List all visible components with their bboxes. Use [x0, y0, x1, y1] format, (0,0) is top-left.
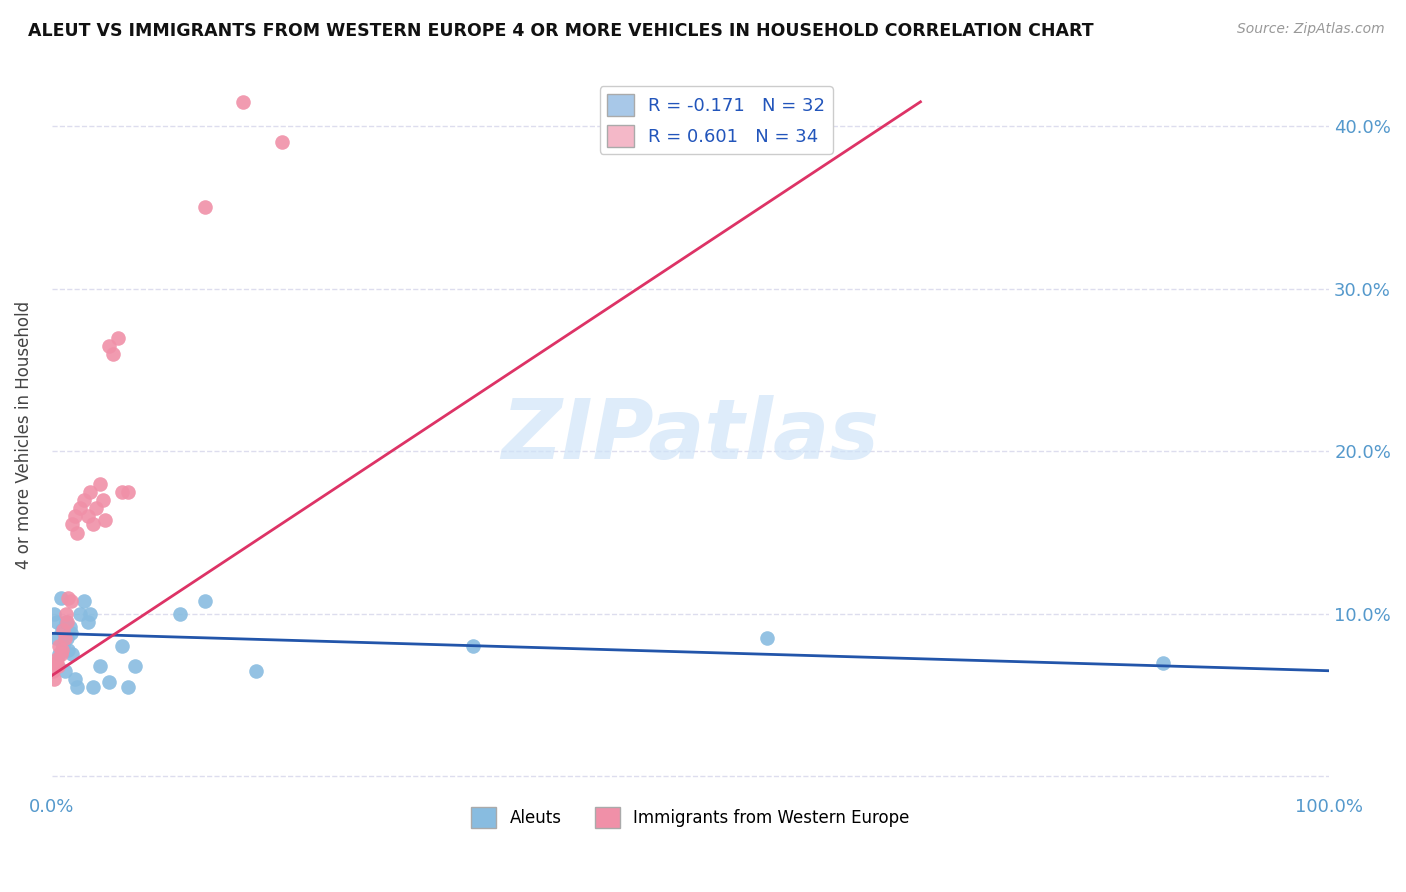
- Point: [756, 632, 779, 646]
- Point: [463, 640, 485, 654]
- Point: [63, 672, 86, 686]
- Point: [48, 640, 70, 654]
- Point: [270, 136, 292, 150]
- Point: [169, 607, 191, 621]
- Point: [66, 680, 89, 694]
- Point: [79, 485, 101, 500]
- Point: [98, 338, 121, 352]
- Point: [98, 675, 121, 690]
- Text: Source: ZipAtlas.com: Source: ZipAtlas.com: [1237, 22, 1385, 37]
- Point: [55, 615, 77, 629]
- Point: [73, 594, 96, 608]
- Point: [63, 509, 86, 524]
- Point: [51, 623, 73, 637]
- Point: [117, 680, 139, 694]
- Point: [52, 640, 75, 654]
- Point: [89, 476, 111, 491]
- Point: [82, 680, 104, 694]
- Point: [89, 658, 111, 673]
- Point: [194, 594, 217, 608]
- Point: [91, 493, 114, 508]
- Point: [42, 664, 65, 678]
- Point: [45, 652, 67, 666]
- Point: [76, 509, 98, 524]
- Point: [194, 201, 217, 215]
- Point: [76, 615, 98, 629]
- Point: [55, 607, 77, 621]
- Point: [86, 501, 108, 516]
- Point: [44, 672, 66, 686]
- Point: [124, 658, 146, 673]
- Point: [58, 591, 80, 605]
- Point: [44, 607, 66, 621]
- Point: [66, 525, 89, 540]
- Point: [73, 493, 96, 508]
- Point: [49, 648, 72, 662]
- Point: [1152, 656, 1174, 670]
- Point: [79, 607, 101, 621]
- Point: [101, 347, 124, 361]
- Point: [69, 501, 91, 516]
- Legend: Aleuts, Immigrants from Western Europe: Aleuts, Immigrants from Western Europe: [464, 801, 917, 834]
- Point: [56, 615, 79, 629]
- Point: [52, 623, 75, 637]
- Point: [48, 648, 70, 662]
- Point: [232, 95, 254, 109]
- Point: [53, 632, 76, 646]
- Point: [111, 485, 134, 500]
- Point: [117, 485, 139, 500]
- Point: [59, 620, 82, 634]
- Point: [59, 626, 82, 640]
- Point: [245, 664, 267, 678]
- Point: [82, 517, 104, 532]
- Point: [60, 517, 83, 532]
- Y-axis label: 4 or more Vehicles in Household: 4 or more Vehicles in Household: [15, 301, 32, 569]
- Point: [53, 664, 76, 678]
- Point: [58, 642, 80, 657]
- Text: ZIPatlas: ZIPatlas: [502, 394, 879, 475]
- Point: [45, 656, 67, 670]
- Point: [46, 658, 69, 673]
- Point: [107, 330, 129, 344]
- Point: [45, 615, 67, 629]
- Text: ALEUT VS IMMIGRANTS FROM WESTERN EUROPE 4 OR MORE VEHICLES IN HOUSEHOLD CORRELAT: ALEUT VS IMMIGRANTS FROM WESTERN EUROPE …: [28, 22, 1094, 40]
- Point: [49, 591, 72, 605]
- Point: [56, 632, 79, 646]
- Point: [60, 648, 83, 662]
- Point: [59, 594, 82, 608]
- Point: [94, 512, 117, 526]
- Point: [45, 632, 67, 646]
- Point: [51, 642, 73, 657]
- Point: [111, 640, 134, 654]
- Point: [69, 607, 91, 621]
